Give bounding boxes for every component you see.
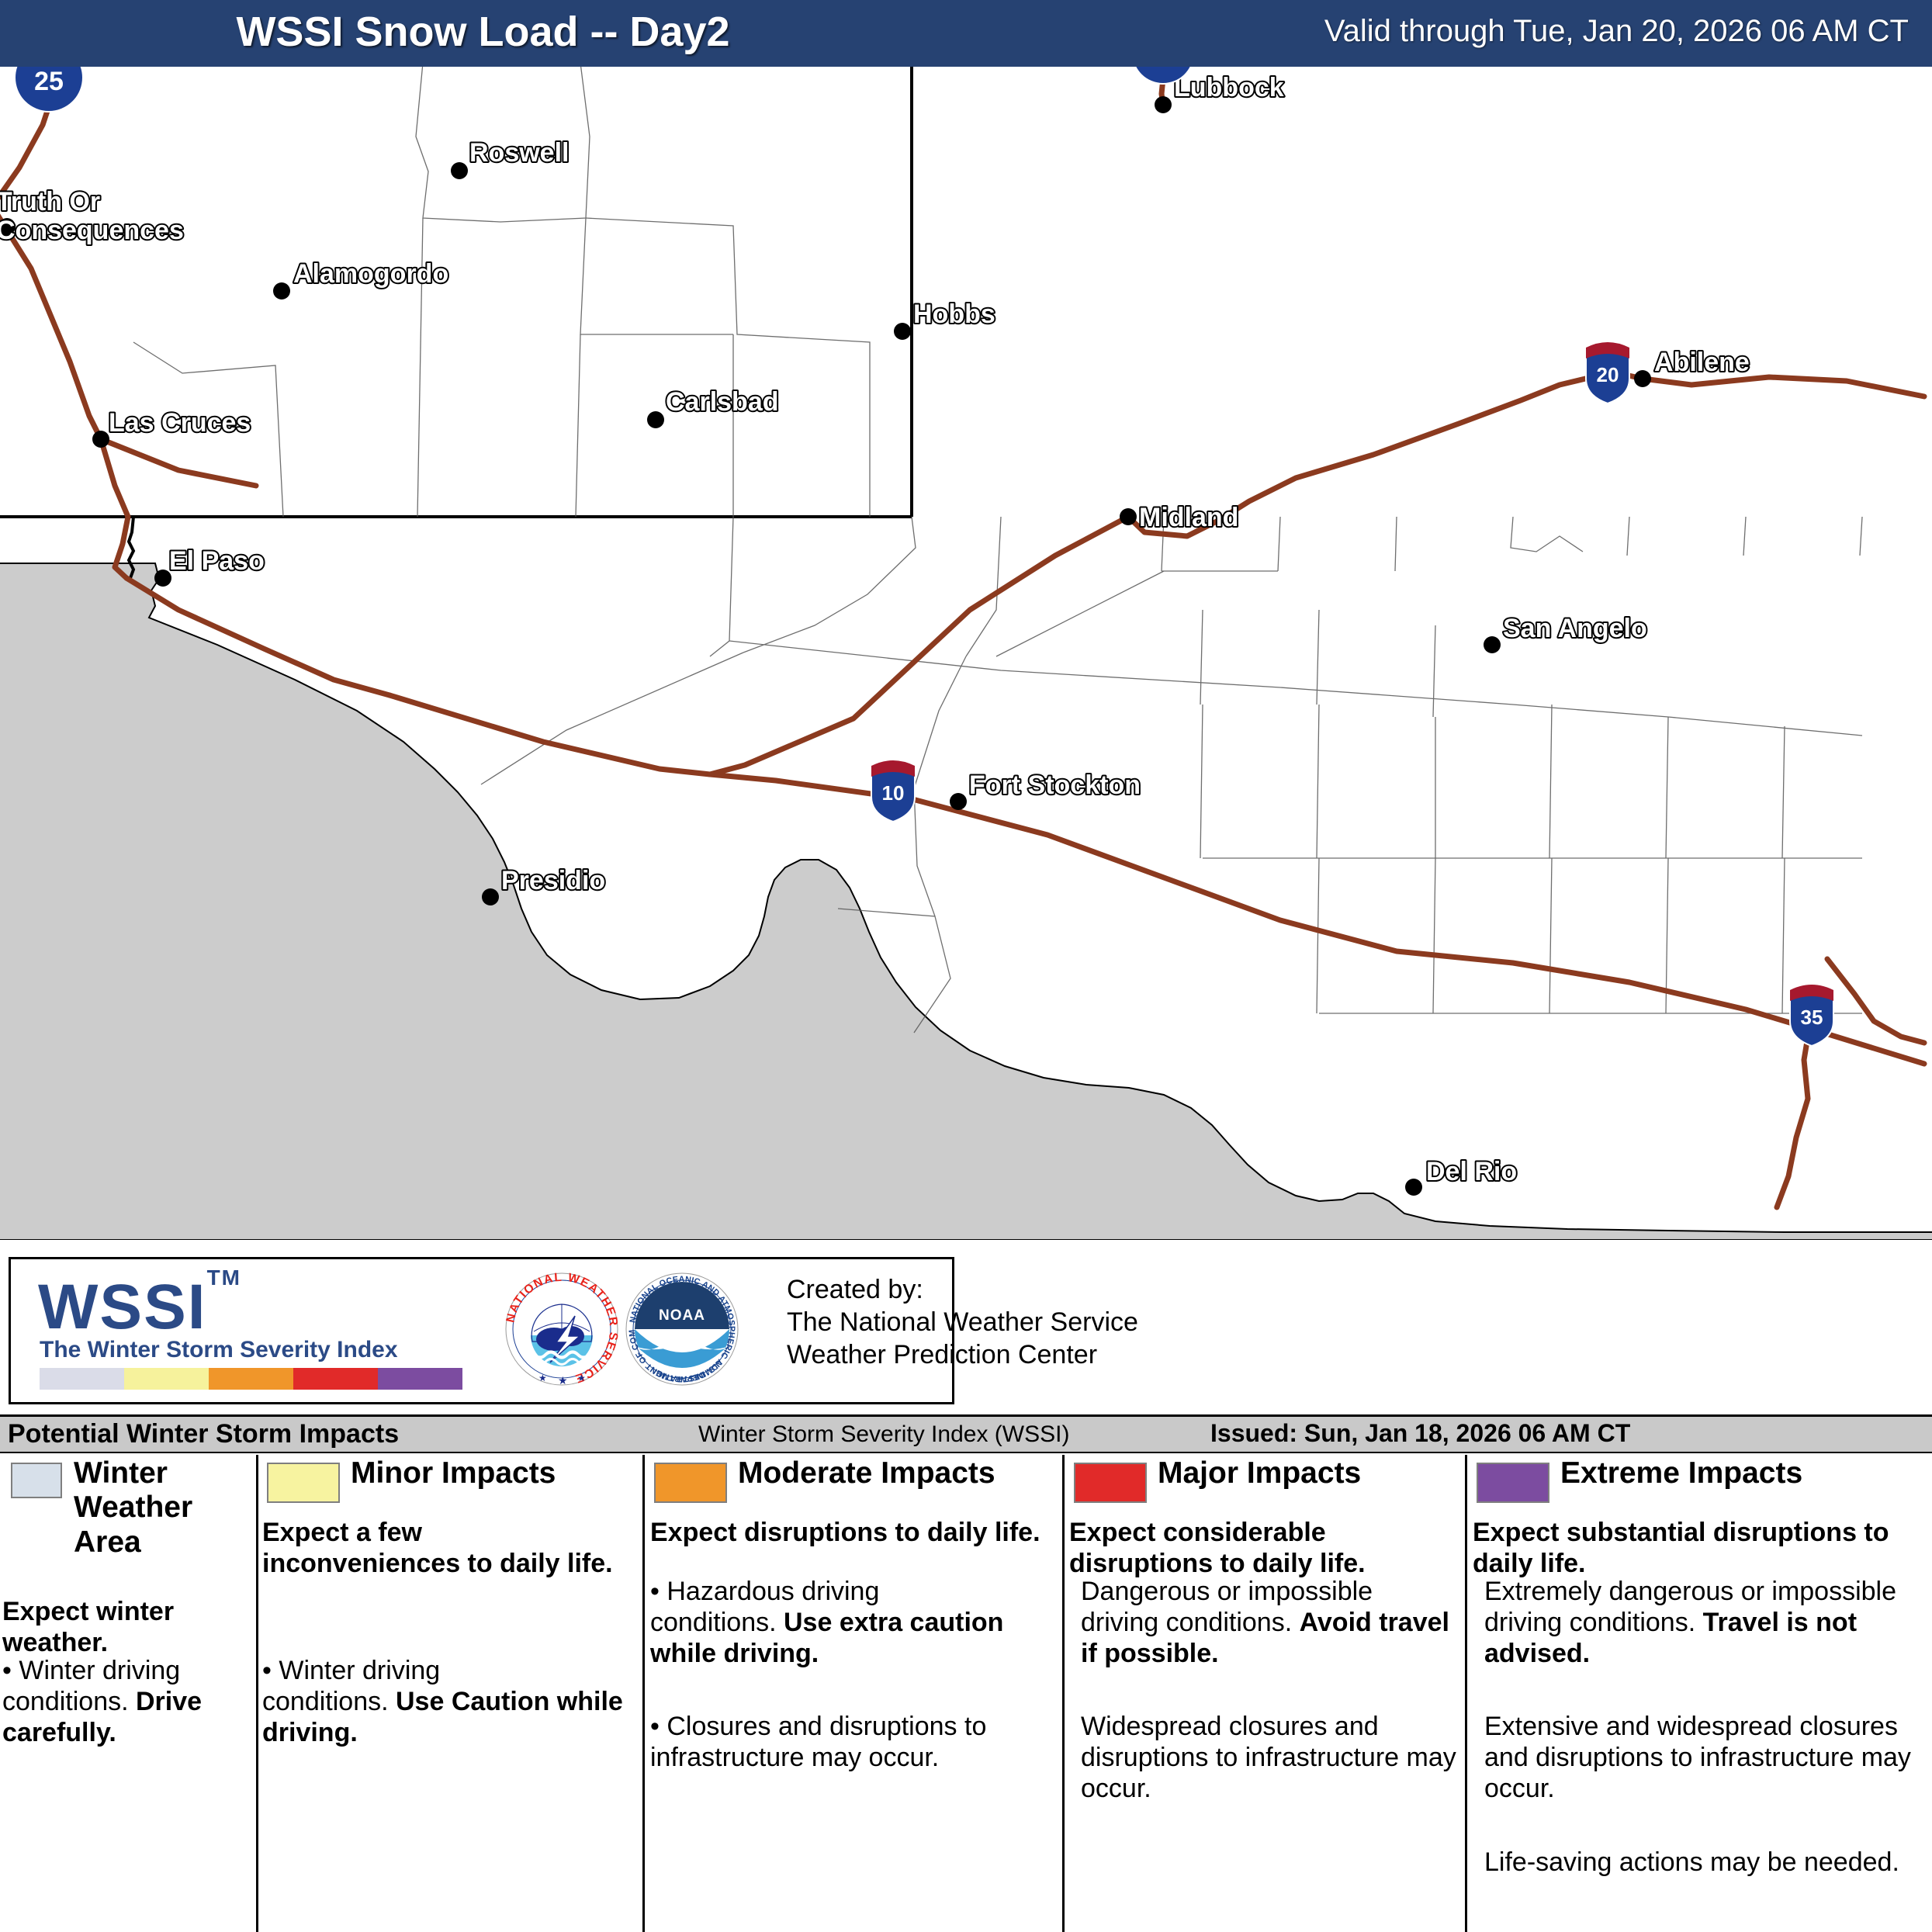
svg-text:Presidio: Presidio: [501, 866, 605, 895]
svg-text:Del Rio: Del Rio: [1426, 1157, 1517, 1186]
svg-text:35: 35: [1801, 1006, 1823, 1029]
svg-text:San Angelo: San Angelo: [1503, 614, 1647, 643]
svg-text:Midland: Midland: [1139, 503, 1238, 532]
svg-text:10: 10: [882, 781, 905, 805]
svg-text:20: 20: [1597, 363, 1619, 386]
svg-text:Las Cruces: Las Cruces: [109, 408, 251, 438]
svg-text:Abilene: Abilene: [1654, 348, 1750, 377]
svg-text:Carlsbad: Carlsbad: [666, 387, 779, 417]
svg-text:Consequences: Consequences: [0, 216, 184, 245]
svg-text:Truth Or: Truth Or: [0, 187, 100, 216]
svg-text:★: ★: [538, 1373, 547, 1383]
svg-text:NOAA: NOAA: [659, 1307, 705, 1324]
svg-text:Fort Stockton: Fort Stockton: [969, 770, 1141, 800]
svg-text:★: ★: [558, 1374, 568, 1387]
svg-text:Lubbock: Lubbock: [1174, 73, 1284, 102]
svg-text:El Paso: El Paso: [169, 546, 265, 576]
svg-text:Alamogordo: Alamogordo: [293, 259, 448, 289]
svg-text:Hobbs: Hobbs: [913, 299, 995, 329]
svg-text:Roswell: Roswell: [469, 138, 569, 168]
svg-text:★: ★: [577, 1373, 586, 1383]
svg-text:25: 25: [34, 67, 64, 96]
